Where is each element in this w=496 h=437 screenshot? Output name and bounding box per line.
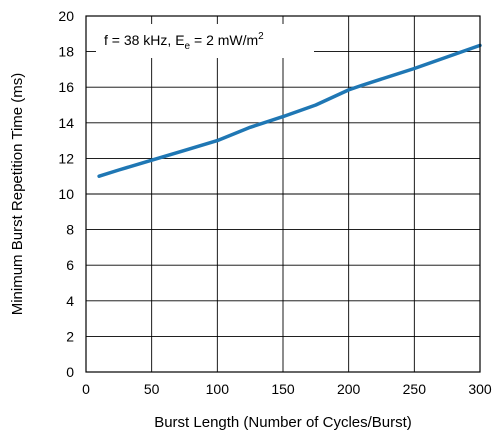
- x-tick-label: 100: [206, 381, 230, 397]
- annotation-background: [96, 24, 314, 58]
- y-tick-label: 2: [66, 328, 74, 344]
- x-axis-title: Burst Length (Number of Cycles/Burst): [154, 414, 412, 431]
- x-tick-label: 200: [337, 381, 361, 397]
- y-tick-label: 6: [66, 257, 74, 273]
- tick-labels: 0 50 100 150 200 250 300 0 2 4 6 8 10 12 14 16 18 20: [58, 8, 491, 397]
- y-tick-label: 10: [58, 186, 74, 202]
- y-tick-label: 8: [66, 222, 74, 238]
- x-tick-label: 250: [403, 381, 427, 397]
- x-tick-label: 150: [271, 381, 295, 397]
- series-line: [97, 43, 482, 178]
- x-tick-label: 0: [82, 381, 90, 397]
- annotation-irradiance: = 2 mW/m: [190, 32, 258, 48]
- x-tick-label: 300: [468, 381, 492, 397]
- y-tick-label: 18: [58, 44, 74, 60]
- y-tick-label: 12: [58, 150, 74, 166]
- y-tick-label: 20: [58, 8, 74, 24]
- y-tick-label: 16: [58, 79, 74, 95]
- annotation-subscript: e: [185, 41, 191, 52]
- plot-frame: [85, 15, 481, 373]
- x-tick-label: 50: [144, 381, 160, 397]
- y-tick-label: 4: [66, 293, 74, 309]
- annotation-frequency: f = 38 kHz, E: [104, 32, 185, 48]
- y-tick-label: 0: [66, 364, 74, 380]
- y-tick-label: 14: [58, 115, 74, 131]
- annotation-label: f = 38 kHz, Ee = 2 mW/m2: [104, 31, 264, 52]
- y-axis-title: Minimum Burst Repetition Time (ms): [9, 73, 26, 316]
- grid: [86, 16, 480, 372]
- annotation-superscript: 2: [258, 31, 264, 42]
- series-layer: [97, 43, 482, 178]
